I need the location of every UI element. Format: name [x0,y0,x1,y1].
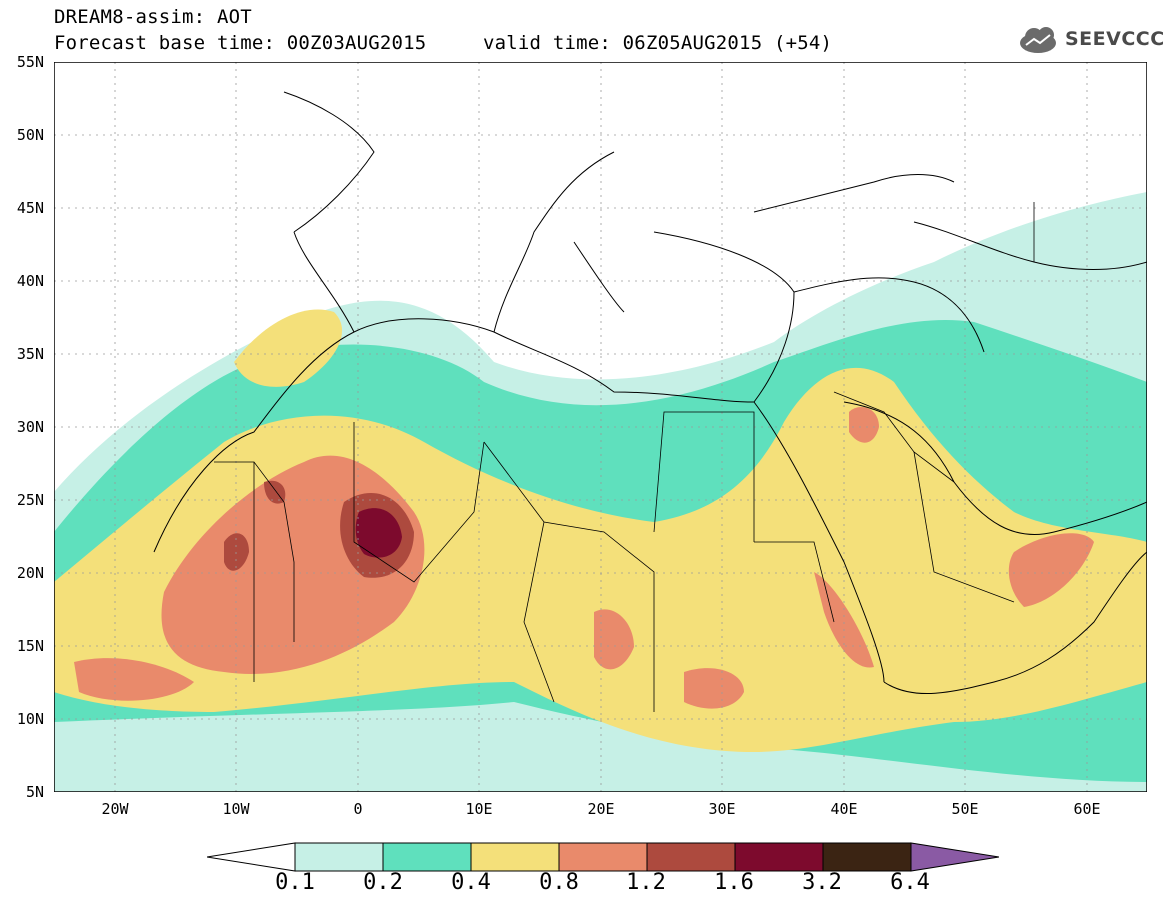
colorbar [207,842,999,872]
lon-label: 0 [353,800,363,818]
logo-text: SEEVCCC [1065,28,1165,50]
lon-label: 40E [830,800,858,818]
colorbar-max-arrow [910,842,999,872]
lat-label: 20N [16,564,44,582]
graticule [54,62,1147,792]
lat-label: 30N [16,418,44,436]
aot-0.8-iraq [849,407,879,443]
colorbar-cell [294,842,384,872]
lat-label: 10N [16,710,44,728]
borders [214,202,1035,712]
aot-0.8-coast [74,658,194,701]
colorbar-cell [822,842,912,872]
colorbar-label: 0.4 [451,870,491,895]
aot-map [54,62,1147,792]
lat-label: 15N [16,637,44,655]
lon-label: 20W [101,800,129,818]
lon-label: 30E [708,800,736,818]
map-title: DREAM8-assim: AOT [54,6,252,28]
lat-label: 45N [16,199,44,217]
colorbar-label: 1.2 [626,870,666,895]
colorbar-label: 3.2 [802,870,842,895]
aot-0.4-north [234,309,343,387]
lon-label: 20E [587,800,615,818]
coastlines [153,91,1147,694]
colorbar-cell [734,842,824,872]
aot-1.2-north [264,480,286,504]
cloud-icon [1020,27,1056,53]
aot-0.8-chad [594,609,634,670]
aot-0.8-sudan [684,668,744,709]
colorbar-min-arrow [207,842,296,872]
lon-label: 10W [222,800,250,818]
aot-1.6-core [355,508,402,558]
lon-label: 10E [465,800,493,818]
colorbar-label: 0.8 [539,870,579,895]
aot-field [54,192,1147,792]
valid-time: valid time: 06Z05AUG2015 (+54) [483,32,833,54]
colorbar-cell [470,842,560,872]
lat-label: 55N [16,53,44,71]
aot-0.8-arabia [1008,533,1094,607]
lat-label: 35N [16,345,44,363]
lat-label: 25N [16,491,44,509]
colorbar-cell [558,842,648,872]
colorbar-cell [382,842,472,872]
colorbar-label: 1.6 [714,870,754,895]
seevccc-logo [1020,27,1056,53]
forecast-base-time: Forecast base time: 00Z03AUG2015 [54,32,427,54]
lat-label: 5N [25,783,44,801]
colorbar-label: 0.1 [275,870,315,895]
lon-label: 50E [951,800,979,818]
aot-0.8-redsea [814,572,874,668]
lat-label: 50N [16,126,44,144]
colorbar-label: 0.2 [363,870,403,895]
colorbar-cell [646,842,736,872]
lon-label: 60E [1073,800,1101,818]
colorbar-label: 6.4 [890,870,930,895]
lat-label: 40N [16,272,44,290]
aot-1.2-west [224,533,249,571]
